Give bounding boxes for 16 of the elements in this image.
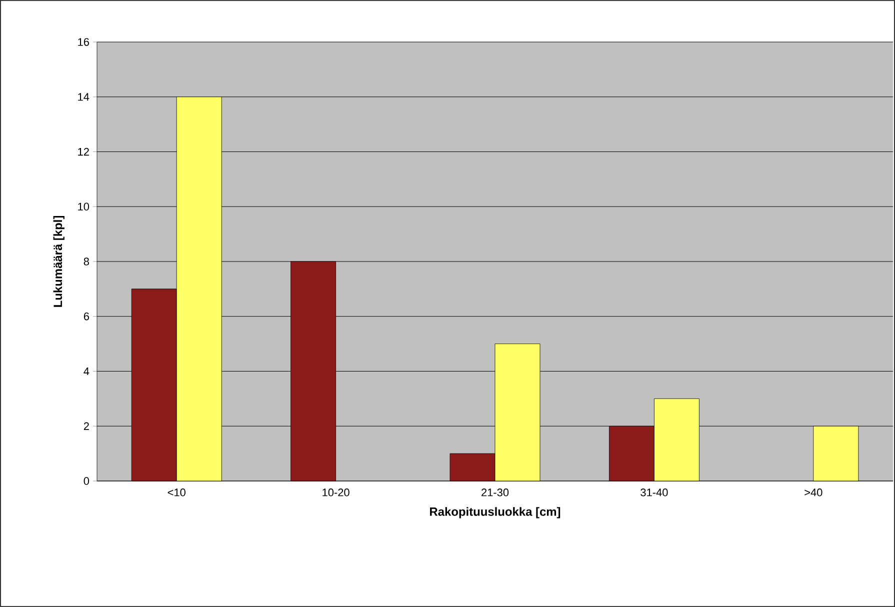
y-tick-label: 0 [84,477,90,485]
y-axis-title: Lukumäärä [kpl] [53,216,64,307]
y-tick-label: 12 [78,148,89,156]
y-tick-label: 2 [84,422,89,430]
x-tick-label: <10 [168,488,186,496]
x-tick-label: 31-40 [640,488,668,496]
x-tick-label: 10-20 [322,488,350,496]
y-tick-label: 14 [78,93,90,101]
x-axis-title: Rakopituusluokka [cm] [430,507,560,518]
y-tick-label: 10 [78,202,90,211]
y-tick-label: 6 [84,312,89,320]
y-tick-label: 8 [84,258,89,266]
y-tick-label: 4 [84,367,90,376]
x-tick-label: >40 [804,488,822,496]
y-tick-label: 16 [78,38,89,46]
x-tick-label: 21-30 [482,488,509,496]
